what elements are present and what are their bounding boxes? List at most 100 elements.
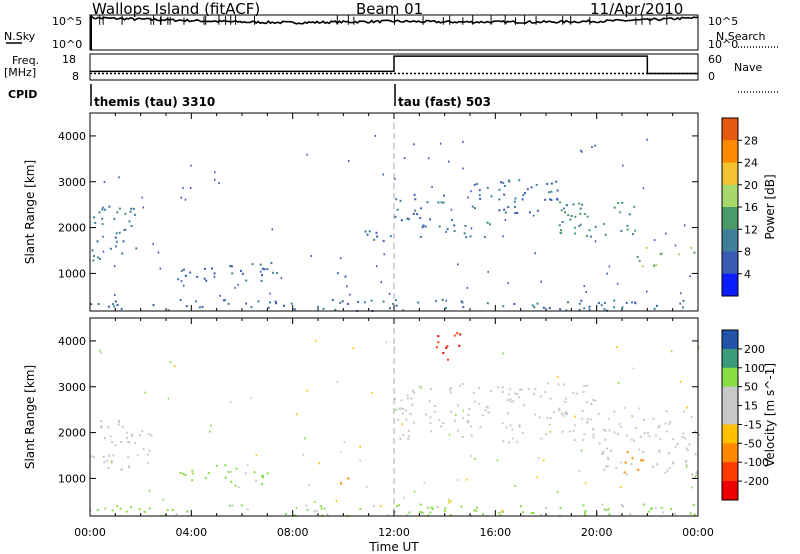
velocity-echo-cell bbox=[607, 458, 610, 461]
power-echo-cell bbox=[638, 259, 641, 262]
power-echo-cell bbox=[483, 236, 486, 239]
velocity-echo-cell bbox=[620, 426, 623, 428]
power-echo-cell bbox=[135, 247, 138, 250]
power-echo-cell bbox=[91, 249, 94, 252]
power-echo-cell bbox=[420, 207, 423, 210]
velocity-echo-cell bbox=[519, 388, 522, 391]
power-echo-cell bbox=[180, 269, 183, 272]
velocity-echo-cell bbox=[207, 472, 210, 475]
velocity-echo-cell bbox=[230, 480, 233, 483]
power-echo-cell bbox=[634, 301, 637, 304]
velocity-echo-cell bbox=[429, 511, 432, 514]
velocity-echo-cell bbox=[393, 346, 396, 349]
power-echo-cell bbox=[542, 306, 545, 309]
velocity-echo-cell bbox=[304, 437, 306, 440]
power-echo-cell bbox=[573, 226, 576, 229]
velocity-echo-cell bbox=[466, 420, 469, 423]
velocity-echo-cell bbox=[604, 438, 607, 441]
velocity-echo-cell bbox=[521, 432, 524, 434]
velocity-echo-cell bbox=[318, 462, 320, 465]
power-echo-cell bbox=[617, 202, 620, 205]
power-echo-cell bbox=[275, 272, 278, 275]
velocity-echo-cell bbox=[538, 457, 540, 459]
x-tick-label: 04:00 bbox=[175, 526, 207, 539]
velocity-echo-cell bbox=[664, 422, 667, 425]
velocity-echo-cell bbox=[616, 346, 618, 348]
power-echo-cell bbox=[184, 198, 187, 201]
velocity-echo-cell bbox=[672, 462, 675, 465]
power-colorbar-tick-label: 24 bbox=[744, 157, 758, 170]
power-colorbar-tick-label: 16 bbox=[744, 201, 758, 214]
power-echo-cell bbox=[271, 228, 274, 231]
power-echo-cell bbox=[122, 240, 125, 243]
velocity-colorbar-tick-label: 100 bbox=[744, 362, 765, 375]
velocity-echo-cell bbox=[665, 410, 668, 413]
power-echo-cell bbox=[107, 305, 110, 308]
velocity-echo-cell bbox=[433, 405, 436, 407]
power-echo-cell bbox=[96, 240, 99, 243]
velocity-echo-cell bbox=[398, 504, 401, 507]
power-echo-cell bbox=[227, 302, 230, 305]
power-echo-cell bbox=[678, 253, 680, 256]
velocity-echo-cell bbox=[514, 485, 516, 488]
velocity-echo-cell bbox=[594, 399, 597, 402]
velocity-echo-cell bbox=[191, 472, 194, 475]
noise-bottom-tick-right: 10^0 bbox=[708, 38, 739, 51]
power-echo-cell bbox=[260, 279, 263, 282]
velocity-echo-cell bbox=[540, 437, 543, 440]
x-tick-label: 16:00 bbox=[479, 526, 511, 539]
velocity-echo-cell bbox=[295, 506, 298, 509]
power-echo-cell bbox=[331, 299, 334, 302]
velocity-colorbar-cell bbox=[722, 367, 738, 388]
power-echo-cell bbox=[606, 272, 608, 275]
velocity-echo-cell bbox=[604, 429, 607, 432]
power-echo-cell bbox=[402, 309, 405, 312]
velocity-echo-cell bbox=[412, 421, 415, 424]
velocity-echo-cell bbox=[302, 453, 304, 456]
power-echo-cell bbox=[448, 160, 450, 163]
velocity-echo-cell bbox=[127, 456, 130, 459]
velocity-echo-cell bbox=[658, 450, 661, 452]
power-echo-cell bbox=[486, 186, 489, 189]
velocity-echo-cell bbox=[406, 397, 409, 400]
power-echo-cell bbox=[260, 270, 262, 273]
power-echo-cell bbox=[628, 213, 631, 216]
velocity-echo-cell bbox=[647, 510, 650, 513]
power-echo-cell bbox=[502, 235, 504, 238]
velocity-echo-cell bbox=[147, 433, 150, 436]
y-tick-label: 2000 bbox=[58, 222, 86, 235]
power-echo-cell bbox=[115, 232, 118, 235]
velocity-echo-cell bbox=[227, 471, 230, 473]
power-echo-cell bbox=[445, 299, 447, 302]
power-echo-cell bbox=[422, 224, 425, 227]
velocity-echo-cell bbox=[429, 422, 432, 425]
velocity-echo-cell bbox=[433, 410, 436, 413]
velocity-echo-cell bbox=[460, 505, 463, 508]
power-echo-cell bbox=[222, 299, 225, 302]
velocity-echo-cell bbox=[314, 339, 317, 342]
velocity-echo-cell bbox=[465, 478, 468, 481]
velocity-echo-cell bbox=[246, 508, 249, 511]
power-echo-cell bbox=[565, 309, 568, 312]
power-echo-cell bbox=[234, 286, 236, 289]
power-echo-cell bbox=[600, 304, 603, 307]
power-echo-cell bbox=[655, 304, 658, 307]
power-echo-cell bbox=[180, 196, 182, 199]
velocity-echo-cell bbox=[620, 486, 622, 489]
velocity-echo-cell bbox=[410, 397, 413, 400]
power-echo-cell bbox=[429, 218, 431, 221]
velocity-echo-cell bbox=[534, 388, 537, 391]
power-echo-cell bbox=[603, 308, 606, 311]
velocity-echo-cell bbox=[642, 451, 645, 453]
power-echo-cell bbox=[679, 292, 682, 295]
velocity-echo-cell bbox=[558, 409, 561, 412]
velocity-echo-cell bbox=[404, 409, 407, 412]
power-echo-cell bbox=[450, 208, 453, 211]
power-echo-cell bbox=[167, 309, 170, 312]
power-echo-cell bbox=[194, 300, 197, 303]
power-echo-cell bbox=[336, 272, 339, 275]
power-echo-cell bbox=[578, 302, 581, 305]
power-echo-cell bbox=[399, 199, 402, 202]
velocity-echo-cell bbox=[204, 477, 207, 479]
power-echo-cell bbox=[608, 265, 611, 268]
